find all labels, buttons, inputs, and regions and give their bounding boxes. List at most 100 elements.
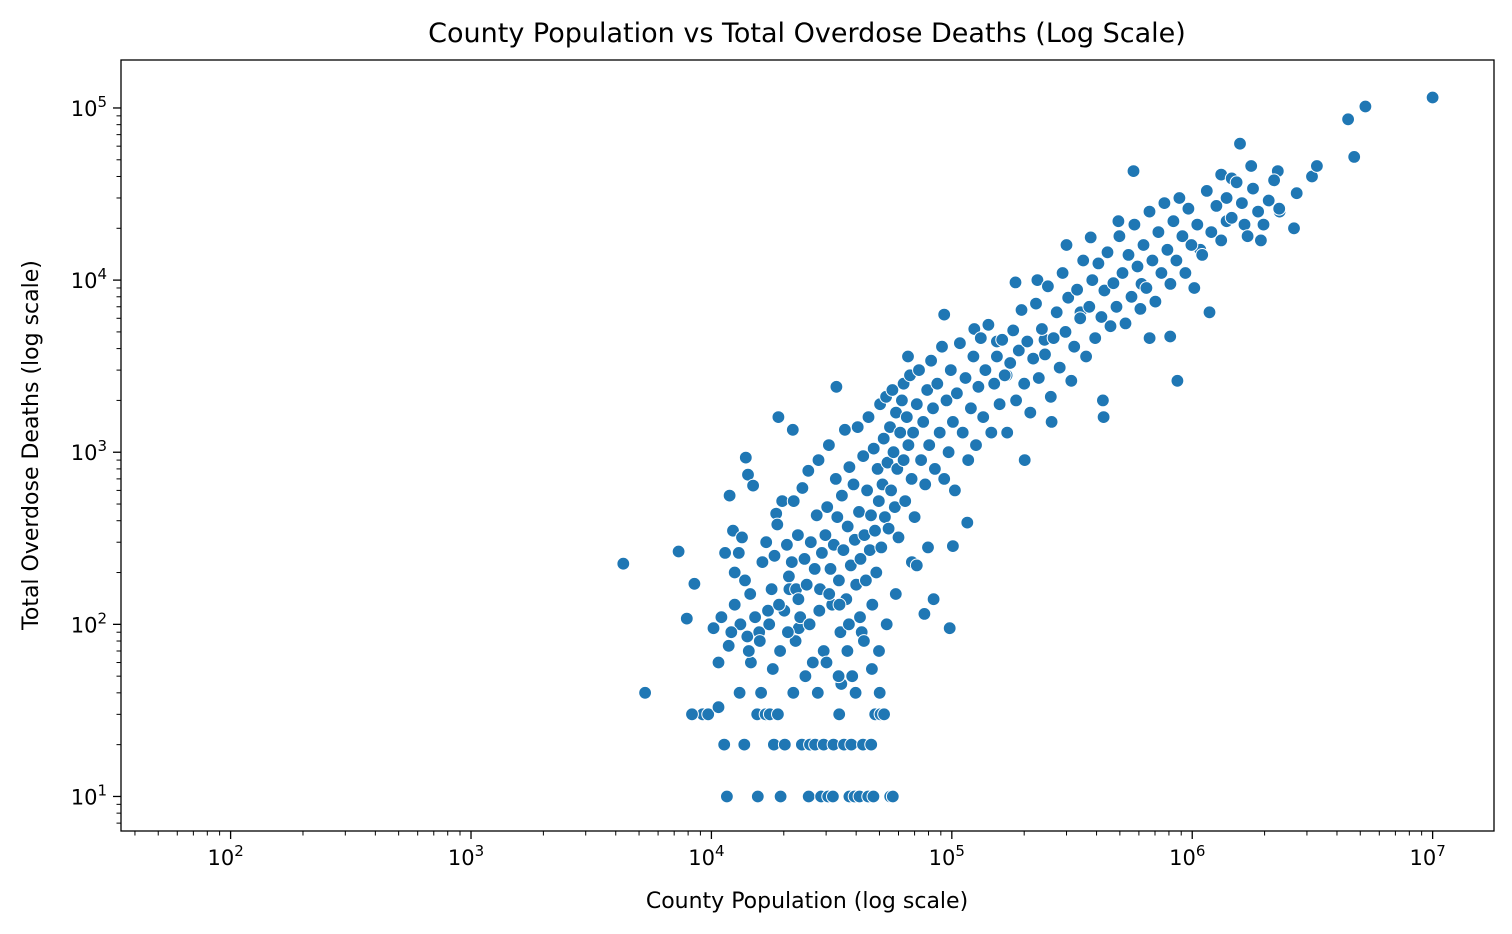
data-point bbox=[1112, 229, 1127, 244]
data-point bbox=[1035, 322, 1049, 336]
data-point bbox=[735, 530, 749, 545]
data-point bbox=[1181, 201, 1196, 216]
data-point bbox=[1244, 159, 1259, 173]
data-point bbox=[1219, 191, 1234, 205]
y-tick-label: 104 bbox=[71, 265, 107, 293]
data-point bbox=[1064, 373, 1079, 388]
data-point bbox=[795, 481, 810, 495]
data-point bbox=[981, 317, 996, 332]
data-point bbox=[1172, 191, 1187, 205]
data-point bbox=[1082, 299, 1097, 314]
data-point bbox=[928, 462, 942, 476]
data-point bbox=[1347, 150, 1362, 164]
plot-frame bbox=[120, 59, 1495, 832]
data-point bbox=[1006, 323, 1021, 338]
data-point bbox=[1175, 229, 1190, 244]
data-point bbox=[1067, 339, 1082, 354]
data-point bbox=[1096, 393, 1110, 408]
data-point bbox=[920, 383, 935, 397]
data-point bbox=[767, 548, 782, 563]
data-point bbox=[1224, 210, 1239, 225]
data-point bbox=[843, 558, 858, 573]
data-point bbox=[1115, 266, 1130, 280]
data-point bbox=[1124, 289, 1139, 304]
data-point bbox=[1157, 196, 1172, 211]
data-point bbox=[864, 508, 878, 523]
data-point bbox=[826, 789, 840, 804]
data-point bbox=[1163, 329, 1178, 344]
data-point bbox=[1031, 371, 1046, 385]
data-point bbox=[801, 463, 816, 478]
data-point bbox=[1088, 331, 1103, 346]
data-point bbox=[969, 438, 983, 453]
data-point bbox=[961, 453, 976, 468]
data-point bbox=[1145, 253, 1160, 268]
data-point bbox=[1127, 217, 1142, 232]
data-point bbox=[1052, 360, 1067, 375]
data-point bbox=[865, 597, 880, 612]
data-point bbox=[801, 789, 816, 804]
x-tick-label: 107 bbox=[1409, 842, 1445, 870]
data-point bbox=[724, 625, 739, 640]
data-point bbox=[904, 472, 919, 486]
data-point bbox=[922, 438, 937, 453]
data-point bbox=[616, 556, 631, 571]
data-point bbox=[1106, 276, 1121, 291]
data-point bbox=[1310, 159, 1324, 173]
data-point bbox=[638, 685, 652, 700]
data-point bbox=[1246, 181, 1260, 196]
data-point bbox=[711, 655, 726, 670]
data-point bbox=[846, 477, 861, 492]
data-point bbox=[1139, 281, 1154, 295]
y-tick-label: 105 bbox=[71, 93, 107, 121]
data-point bbox=[946, 415, 960, 429]
data-point bbox=[895, 393, 909, 408]
data-point bbox=[868, 523, 882, 538]
data-point bbox=[838, 422, 852, 437]
data-point bbox=[898, 494, 913, 509]
data-point bbox=[770, 517, 785, 532]
data-point bbox=[1229, 175, 1244, 190]
data-point bbox=[1030, 273, 1045, 288]
data-point bbox=[918, 477, 933, 492]
data-point bbox=[1091, 256, 1106, 271]
x-axis-label: County Population (log scale) bbox=[646, 889, 968, 914]
data-point bbox=[871, 494, 886, 509]
data-point bbox=[777, 737, 792, 752]
data-point bbox=[978, 363, 993, 378]
data-point bbox=[853, 552, 868, 566]
data-point bbox=[943, 363, 958, 378]
data-point bbox=[872, 644, 886, 658]
data-point bbox=[1148, 294, 1163, 309]
data-point bbox=[1169, 253, 1184, 268]
data-point bbox=[856, 449, 871, 464]
data-point bbox=[992, 397, 1007, 412]
data-point bbox=[844, 737, 859, 752]
data-point bbox=[797, 552, 812, 566]
data-point bbox=[740, 629, 755, 644]
data-point bbox=[1044, 415, 1059, 429]
y-tick-label: 101 bbox=[71, 781, 107, 809]
data-point bbox=[771, 707, 785, 722]
data-point bbox=[1058, 325, 1073, 339]
data-point bbox=[818, 528, 833, 542]
data-point bbox=[877, 707, 891, 722]
data-point bbox=[1079, 349, 1093, 364]
y-axis: 101 102 103 104 105 bbox=[71, 93, 121, 824]
data-point bbox=[990, 349, 1004, 364]
data-point bbox=[907, 510, 922, 524]
data-point bbox=[1190, 217, 1205, 232]
data-point bbox=[830, 510, 845, 524]
data-point bbox=[1103, 319, 1118, 334]
data-point bbox=[1136, 238, 1151, 252]
data-point bbox=[773, 789, 788, 804]
data-point bbox=[785, 422, 800, 437]
data-point bbox=[780, 537, 794, 552]
data-point bbox=[932, 425, 947, 440]
data-point bbox=[775, 494, 790, 509]
data-point bbox=[879, 617, 894, 632]
data-point bbox=[1020, 334, 1035, 349]
data-point bbox=[771, 410, 786, 425]
data-point bbox=[701, 707, 716, 722]
data-point bbox=[832, 597, 847, 612]
